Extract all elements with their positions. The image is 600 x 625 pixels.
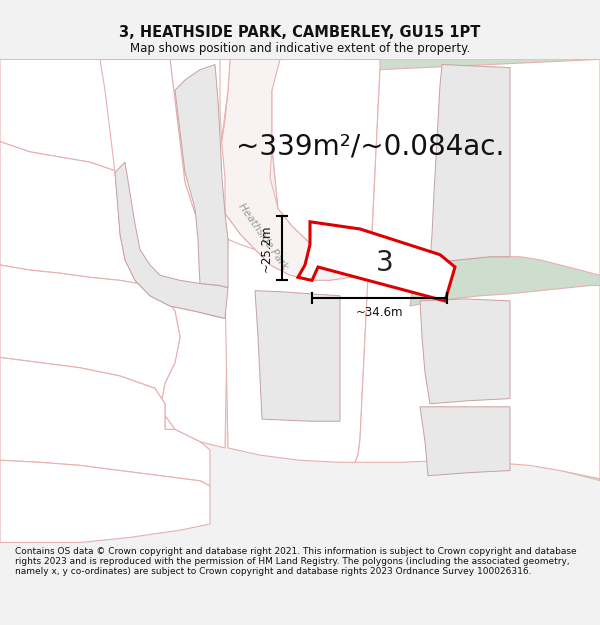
Text: Contains OS data © Crown copyright and database right 2021. This information is : Contains OS data © Crown copyright and d… xyxy=(15,547,577,576)
Text: Heathside Park: Heathside Park xyxy=(236,201,290,271)
Polygon shape xyxy=(0,142,228,448)
Text: ~339m²/~0.084ac.: ~339m²/~0.084ac. xyxy=(236,132,504,161)
Polygon shape xyxy=(175,64,228,288)
Polygon shape xyxy=(298,222,455,301)
Polygon shape xyxy=(272,59,380,275)
Polygon shape xyxy=(370,59,600,481)
Polygon shape xyxy=(0,357,210,486)
Polygon shape xyxy=(225,214,368,462)
Polygon shape xyxy=(0,265,180,429)
Text: Map shows position and indicative extent of the property.: Map shows position and indicative extent… xyxy=(130,42,470,54)
Polygon shape xyxy=(420,407,510,476)
Polygon shape xyxy=(100,59,228,318)
Polygon shape xyxy=(370,59,600,275)
Text: ~34.6m: ~34.6m xyxy=(356,306,403,319)
Polygon shape xyxy=(255,291,340,421)
Text: ~25.2m: ~25.2m xyxy=(260,224,272,272)
Polygon shape xyxy=(272,59,600,481)
Polygon shape xyxy=(420,299,510,404)
Polygon shape xyxy=(115,162,228,318)
Polygon shape xyxy=(170,59,255,249)
Text: 3: 3 xyxy=(376,249,394,277)
Polygon shape xyxy=(0,59,230,288)
Polygon shape xyxy=(0,460,210,542)
Text: 3, HEATHSIDE PARK, CAMBERLEY, GU15 1PT: 3, HEATHSIDE PARK, CAMBERLEY, GU15 1PT xyxy=(119,25,481,40)
Polygon shape xyxy=(215,59,400,281)
Polygon shape xyxy=(430,64,510,263)
